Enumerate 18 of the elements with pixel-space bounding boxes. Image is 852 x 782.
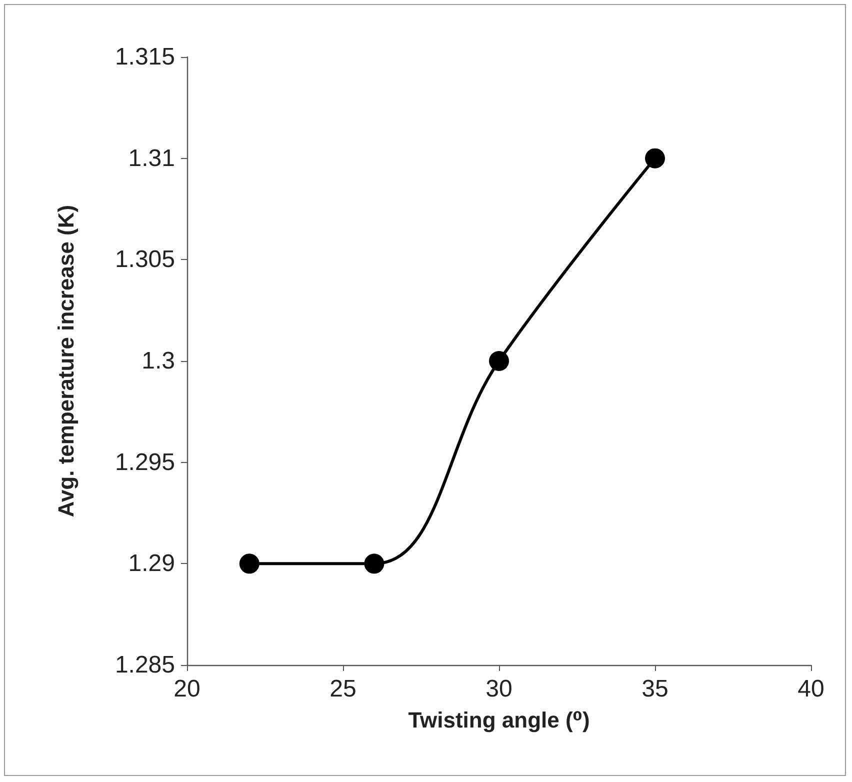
y-tick-label: 1.305 bbox=[114, 246, 175, 274]
y-tick-label: 1.295 bbox=[114, 448, 175, 476]
x-tick-label: 20 bbox=[174, 676, 200, 702]
y-tick-label: 1.31 bbox=[128, 144, 175, 172]
point bbox=[239, 554, 260, 574]
y-tick-label: 1.285 bbox=[114, 652, 175, 678]
y-tick-label: 1.29 bbox=[128, 550, 175, 578]
y-axis-title: Avg. temperature increase (K) bbox=[54, 204, 78, 518]
x-tick-label: 40 bbox=[798, 676, 824, 702]
y-tick-label: 1.315 bbox=[114, 44, 175, 70]
x-tick-label: 25 bbox=[330, 676, 356, 702]
point bbox=[364, 554, 384, 574]
point bbox=[489, 351, 509, 371]
x-tick-label: 30 bbox=[486, 676, 512, 702]
x-axis-title: Twisting angle (⁰) bbox=[408, 708, 590, 732]
x-tick-label: 35 bbox=[642, 676, 668, 702]
point bbox=[645, 148, 665, 168]
y-tick-label: 1.3 bbox=[142, 348, 175, 374]
